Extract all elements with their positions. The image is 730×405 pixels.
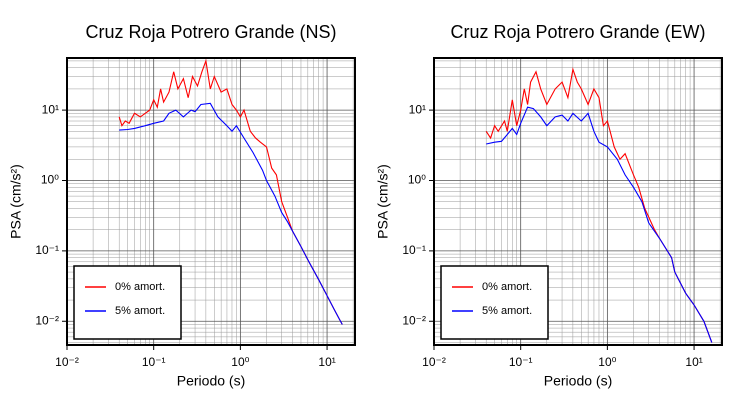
data-line: [118, 58, 343, 325]
y-tick-label: 10⁻²: [402, 313, 426, 327]
x-tick-label: 10¹: [685, 355, 702, 369]
y-tick-label: 10⁻¹: [402, 243, 426, 257]
plot-frame: [433, 57, 723, 346]
plot-frame: [66, 57, 356, 346]
legend-label: 0% amort.: [482, 281, 532, 293]
y-tick-label: 10⁰: [408, 173, 426, 187]
y-tick-label: 10⁰: [41, 173, 59, 187]
y-tick-label: 10⁻²: [35, 313, 59, 327]
x-tick-label: 10¹: [318, 355, 335, 369]
legend-label: 5% amort.: [115, 305, 165, 317]
x-tick-label: 10⁰: [231, 355, 249, 369]
data-line: [119, 102, 343, 325]
x-tick-label: 10⁻¹: [142, 355, 166, 369]
chart-title: Cruz Roja Potrero Grande (NS): [85, 22, 336, 42]
legend-label: 0% amort.: [115, 281, 165, 293]
data-line: [486, 106, 713, 343]
legend-label: 5% amort.: [482, 305, 532, 317]
x-tick-label: 10⁻²: [422, 355, 446, 369]
chart-title: Cruz Roja Potrero Grande (EW): [450, 22, 705, 42]
y-tick-label: 10⁻¹: [35, 243, 59, 257]
legend-box: [73, 265, 182, 340]
y-tick-label: 10¹: [409, 102, 426, 116]
x-tick-label: 10⁻²: [55, 355, 79, 369]
x-axis-label: Periodo (s): [544, 373, 612, 389]
legend-box: [440, 265, 549, 340]
y-tick-label: 10¹: [42, 102, 59, 116]
x-tick-label: 10⁻¹: [509, 355, 533, 369]
y-axis-label: PSA (cm/s²): [375, 164, 391, 239]
x-tick-label: 10⁰: [598, 355, 616, 369]
x-axis-label: Periodo (s): [177, 373, 245, 389]
y-axis-label: PSA (cm/s²): [8, 164, 24, 239]
